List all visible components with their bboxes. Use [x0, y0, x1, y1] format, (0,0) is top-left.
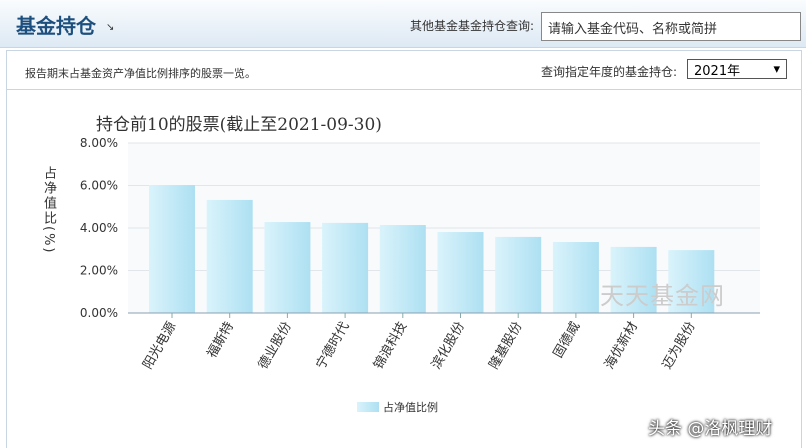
y-tick-label: 0.00% — [80, 306, 118, 320]
y-axis-label: 占净值比(%) — [41, 166, 56, 255]
credit: 头条 @洛枫理财 — [648, 419, 773, 439]
x-tick-label: 锦浪科技 — [371, 320, 410, 373]
chart-title: 持仓前10的股票(截止至2021-09-30) — [96, 115, 382, 135]
x-tick-label: 海优新材 — [601, 319, 641, 372]
bar — [206, 199, 253, 313]
y-tick-label: 2.00% — [80, 264, 118, 278]
legend-swatch — [357, 402, 379, 412]
watermark: 天天基金网 — [600, 282, 725, 310]
bar — [610, 246, 657, 313]
chart-panel — [6, 90, 802, 448]
sub-bar: 报告期末占基金资产净值比例排序的股票一览。 查询指定年度的基金持仓: 2021年… — [6, 50, 802, 90]
year-select[interactable]: 2021年 ▾ — [687, 59, 787, 79]
header: 基金持仓 ↘ 其他基金基金持仓查询: 请输入基金代码、名称或简拼 — [0, 0, 806, 48]
x-tick-label: 德业股份 — [256, 320, 295, 373]
page-title: 基金持仓 — [16, 14, 96, 38]
bar — [437, 232, 484, 313]
bar — [379, 225, 426, 313]
x-tick-label: 隆基股份 — [487, 320, 526, 373]
bar — [668, 250, 715, 313]
x-tick-label: 阳光电源 — [140, 320, 179, 373]
y-tick-label: 6.00% — [80, 179, 118, 193]
query-label: 其他基金基金持仓查询: — [410, 19, 535, 33]
year-value: 2021年 — [694, 63, 741, 79]
fund-search-input[interactable]: 请输入基金代码、名称或简拼 — [541, 12, 801, 41]
description: 报告期末占基金资产净值比例排序的股票一览。 — [25, 67, 256, 80]
bar — [149, 185, 195, 313]
x-tick-label: 宁德时代 — [313, 319, 353, 372]
bar — [552, 242, 599, 313]
bar — [322, 222, 369, 313]
legend-label: 占净值比例 — [383, 400, 438, 414]
y-tick-label: 4.00% — [80, 221, 118, 235]
chevron-down-icon: ▾ — [773, 61, 780, 77]
x-tick-label: 迈为股份 — [660, 320, 699, 373]
x-tick-label: 固德威 — [551, 320, 583, 361]
x-tick-label: 福斯特 — [205, 320, 237, 361]
year-label: 查询指定年度的基金持仓: — [541, 65, 678, 79]
bar — [264, 222, 311, 313]
bar — [495, 236, 542, 313]
x-tick-label: 滨化股份 — [428, 319, 468, 372]
expand-arrow-icon[interactable]: ↘ — [106, 22, 115, 33]
y-tick-label: 8.00% — [80, 136, 118, 150]
